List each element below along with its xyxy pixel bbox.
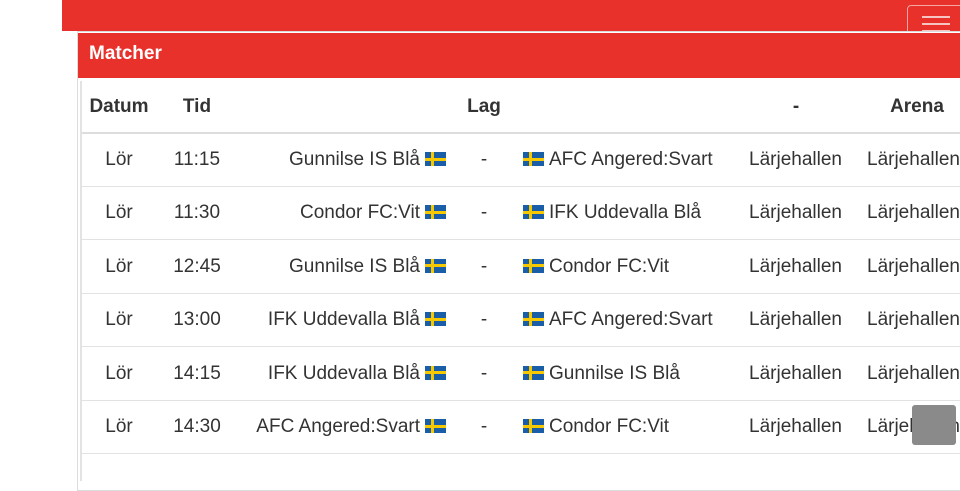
match-arena[interactable]: Lärjehallen bbox=[867, 149, 960, 170]
match-day: Lör bbox=[105, 309, 133, 331]
home-team[interactable]: Gunnilse IS Blå bbox=[232, 149, 446, 171]
match-separator: - bbox=[480, 149, 488, 170]
hamburger-menu-icon bbox=[922, 16, 950, 18]
away-team[interactable]: AFC Angered:Svart bbox=[523, 149, 753, 171]
away-team-name: Condor FC:Vit bbox=[549, 255, 670, 277]
match-separator: - bbox=[480, 309, 488, 331]
match-day: Lör bbox=[105, 255, 133, 277]
match-separator: - bbox=[480, 255, 488, 277]
match-venue: Lärjehallen bbox=[749, 362, 842, 384]
home-team[interactable]: IFK Uddevalla Blå bbox=[232, 309, 446, 331]
home-team-name: IFK Uddevalla Blå bbox=[267, 309, 420, 331]
away-team[interactable]: IFK Uddevalla Blå bbox=[523, 202, 753, 224]
table-row[interactable]: Lör 11:15 Gunnilse IS Blå - AFC Angered:Svar… bbox=[82, 134, 960, 187]
home-team[interactable]: Condor FC:Vit bbox=[232, 202, 446, 224]
column-header-datum[interactable]: Datum bbox=[89, 96, 149, 117]
match-day: Lör bbox=[105, 149, 133, 170]
away-team[interactable]: Gunnilse IS Blå bbox=[523, 363, 753, 385]
table-row[interactable]: Lör 14:30 AFC Angered:Svart - Condor FC:Vit L… bbox=[82, 401, 960, 454]
away-team-name: IFK Uddevalla Blå bbox=[549, 202, 702, 224]
home-team-name: Condor FC:Vit bbox=[299, 202, 420, 224]
away-team-name: Condor FC:Vit bbox=[549, 416, 670, 437]
table-row[interactable]: Lör 11:30 Condor FC:Vit - IFK Uddevalla Blå L… bbox=[82, 187, 960, 241]
match-venue: Lärjehallen bbox=[749, 255, 842, 277]
scroll-to-top-button[interactable] bbox=[912, 405, 956, 445]
panel-heading: Matcher bbox=[78, 33, 960, 78]
match-arena[interactable]: Lärjehallen bbox=[867, 309, 960, 331]
matches-table: Datum Tid Lag - Arena Lör 11:15 Gunnilse I… bbox=[80, 81, 960, 481]
table-row[interactable]: Lör 14:15 IFK Uddevalla Blå - Gunnilse IS Bl… bbox=[82, 348, 960, 401]
away-team[interactable]: AFC Angered:Svart bbox=[523, 309, 753, 331]
away-team-name: Gunnilse IS Blå bbox=[549, 362, 680, 384]
match-venue: Lärjehallen bbox=[749, 202, 842, 224]
matches-panel bbox=[77, 31, 960, 491]
sweden-flag-icon bbox=[425, 152, 446, 166]
sweden-flag-icon bbox=[425, 419, 446, 433]
panel-title: Matcher bbox=[89, 43, 162, 64]
match-day: Lör bbox=[105, 362, 133, 384]
match-venue: Lärjehallen bbox=[749, 149, 842, 170]
table-row[interactable]: Lör 12:45 Gunnilse IS Blå - Condor FC:Vit Lär… bbox=[82, 241, 960, 294]
sweden-flag-icon bbox=[523, 258, 544, 273]
match-venue: Lärjehallen bbox=[749, 416, 842, 437]
sweden-flag-icon bbox=[425, 312, 446, 327]
home-team-name: AFC Angered:Svart bbox=[256, 416, 420, 437]
match-arena[interactable]: Lärjehallen bbox=[867, 255, 960, 277]
home-team-name: Gunnilse IS Blå bbox=[289, 255, 420, 277]
away-team[interactable]: Condor FC:Vit bbox=[523, 416, 753, 438]
match-time: 11:30 bbox=[173, 202, 221, 224]
sweden-flag-icon bbox=[523, 205, 544, 220]
match-arena[interactable]: Lärjehallen bbox=[867, 362, 960, 384]
column-header-dash: - bbox=[792, 96, 800, 117]
match-separator: - bbox=[480, 202, 488, 224]
away-team-name: AFC Angered:Svart bbox=[549, 149, 713, 170]
match-time: 12:45 bbox=[173, 255, 221, 277]
match-time: 11:15 bbox=[173, 149, 221, 170]
column-header-lag[interactable]: Lag bbox=[467, 96, 501, 117]
match-venue: Lärjehallen bbox=[749, 309, 842, 331]
sweden-flag-icon bbox=[523, 419, 544, 433]
top-navbar bbox=[62, 0, 960, 31]
column-header-tid[interactable]: Tid bbox=[182, 96, 212, 117]
match-day: Lör bbox=[105, 202, 133, 224]
match-separator: - bbox=[480, 362, 488, 384]
away-team[interactable]: Condor FC:Vit bbox=[523, 256, 753, 278]
home-team-name: IFK Uddevalla Blå bbox=[267, 362, 420, 384]
sweden-flag-icon bbox=[523, 312, 544, 327]
match-day: Lör bbox=[105, 416, 133, 437]
sweden-flag-icon bbox=[425, 258, 446, 273]
hamburger-menu-icon bbox=[922, 23, 950, 25]
match-arena[interactable]: Lärjehallen bbox=[867, 202, 960, 224]
column-header-arena[interactable]: Arena bbox=[890, 96, 944, 117]
match-time: 14:15 bbox=[173, 362, 221, 384]
table-header: Datum Tid Lag - Arena bbox=[82, 81, 960, 134]
home-team[interactable]: IFK Uddevalla Blå bbox=[232, 363, 446, 385]
away-team-name: AFC Angered:Svart bbox=[549, 309, 713, 331]
sweden-flag-icon bbox=[523, 152, 544, 166]
home-team-name: Gunnilse IS Blå bbox=[289, 149, 420, 170]
match-time: 13:00 bbox=[173, 309, 221, 331]
match-separator: - bbox=[480, 416, 488, 437]
home-team[interactable]: AFC Angered:Svart bbox=[232, 416, 446, 438]
sweden-flag-icon bbox=[425, 205, 446, 220]
sweden-flag-icon bbox=[425, 365, 446, 380]
home-team[interactable]: Gunnilse IS Blå bbox=[232, 256, 446, 278]
table-row[interactable]: Lör 13:00 IFK Uddevalla Blå - AFC Angered:Sv… bbox=[82, 294, 960, 348]
match-time: 14:30 bbox=[173, 416, 221, 437]
sweden-flag-icon bbox=[523, 365, 544, 380]
